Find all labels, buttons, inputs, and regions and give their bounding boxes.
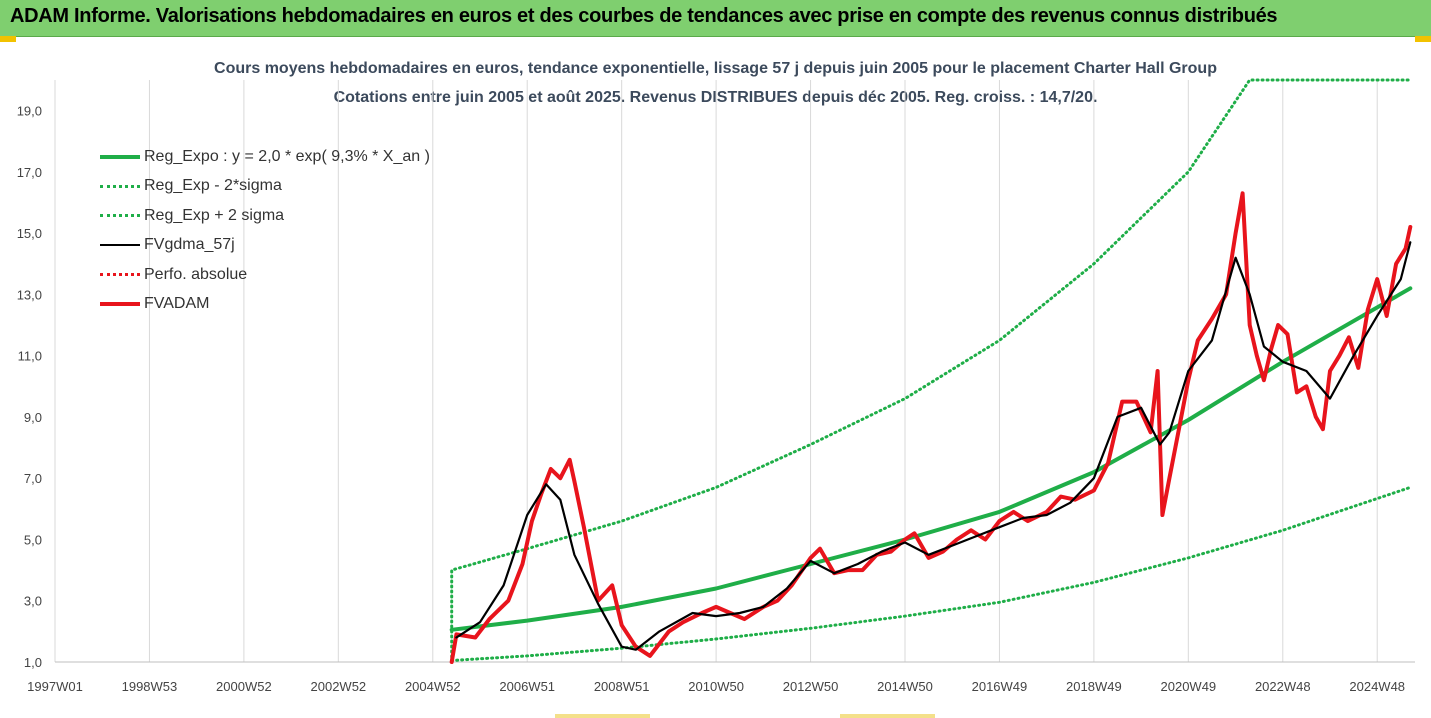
- legend-label: FVADAM: [144, 295, 210, 313]
- y-tick-label: 11,0: [18, 349, 42, 364]
- x-tick-label: 2020W49: [1161, 679, 1217, 694]
- x-tick-label: 2024W48: [1349, 679, 1405, 694]
- y-tick-label: 17,0: [17, 165, 42, 180]
- series-line-3: [455, 241, 1412, 651]
- corner-marker-left: [0, 36, 16, 42]
- legend-label: FVgdma_57j: [144, 236, 235, 254]
- x-tick-label: 2004W52: [405, 679, 461, 694]
- bottom-highlight-right: [840, 714, 935, 718]
- y-tick-label: 7,0: [24, 471, 42, 486]
- report-banner: ADAM Informe. Valorisations hebdomadaire…: [0, 0, 1431, 37]
- x-tick-label: 1997W01: [27, 679, 83, 694]
- legend-item: FVADAM: [100, 290, 430, 320]
- legend-item: FVgdma_57j: [100, 231, 430, 261]
- series-line-1: [450, 485, 1412, 662]
- legend-swatch: [100, 273, 140, 277]
- corner-marker-right: [1415, 36, 1431, 42]
- report-title: ADAM Informe. Valorisations hebdomadaire…: [10, 5, 1278, 27]
- chart-title: Cours moyens hebdomadaires en euros, ten…: [214, 60, 1217, 77]
- x-tick-label: 2002W52: [311, 679, 367, 694]
- legend-item: Reg_Exp - 2*sigma: [100, 172, 430, 202]
- x-tick-label: 2010W50: [688, 679, 744, 694]
- legend-label: Reg_Expo : y = 2,0 * exp( 9,3% * X_an ): [144, 147, 430, 165]
- chart-legend: Reg_Expo : y = 2,0 * exp( 9,3% * X_an ) R…: [100, 142, 430, 319]
- y-tick-label: 13,0: [17, 287, 42, 302]
- y-tick-label: 3,0: [24, 594, 42, 609]
- x-tick-label: 2000W52: [216, 679, 272, 694]
- x-tick-label: 2008W51: [594, 679, 650, 694]
- legend-label: Reg_Exp + 2 sigma: [144, 206, 285, 224]
- y-tick-label: 9,0: [24, 410, 42, 425]
- x-tick-label: 2006W51: [499, 679, 555, 694]
- x-tick-label: 2018W49: [1066, 679, 1122, 694]
- chart-subtitle: Cotations entre juin 2005 et août 2025. …: [333, 89, 1098, 106]
- y-tick-label: 19,0: [17, 104, 42, 119]
- series-line-5: [449, 191, 1413, 664]
- y-tick-label: 1,0: [24, 655, 42, 670]
- y-tick-label: 15,0: [17, 226, 42, 241]
- legend-label: Reg_Exp - 2*sigma: [144, 177, 282, 195]
- bottom-highlight-left: [555, 714, 650, 718]
- x-tick-label: 2014W50: [877, 679, 933, 694]
- legend-item: Reg_Exp + 2 sigma: [100, 201, 430, 231]
- legend-label: Perfo. absolue: [144, 265, 248, 283]
- chart-panel: Cours moyens hebdomadaires en euros, ten…: [0, 38, 1431, 718]
- legend-item: Perfo. absolue: [100, 260, 430, 290]
- legend-swatch: [100, 214, 140, 218]
- legend-swatch: [100, 184, 140, 188]
- x-tick-label: 2016W49: [972, 679, 1028, 694]
- x-tick-label: 2012W50: [783, 679, 839, 694]
- legend-swatch: [100, 302, 140, 307]
- x-tick-label: 1998W53: [122, 679, 178, 694]
- y-tick-label: 5,0: [24, 532, 42, 547]
- legend-swatch: [100, 154, 140, 159]
- x-tick-label: 2022W48: [1255, 679, 1311, 694]
- legend-item: Reg_Expo : y = 2,0 * exp( 9,3% * X_an ): [100, 142, 430, 172]
- legend-swatch: [100, 244, 140, 247]
